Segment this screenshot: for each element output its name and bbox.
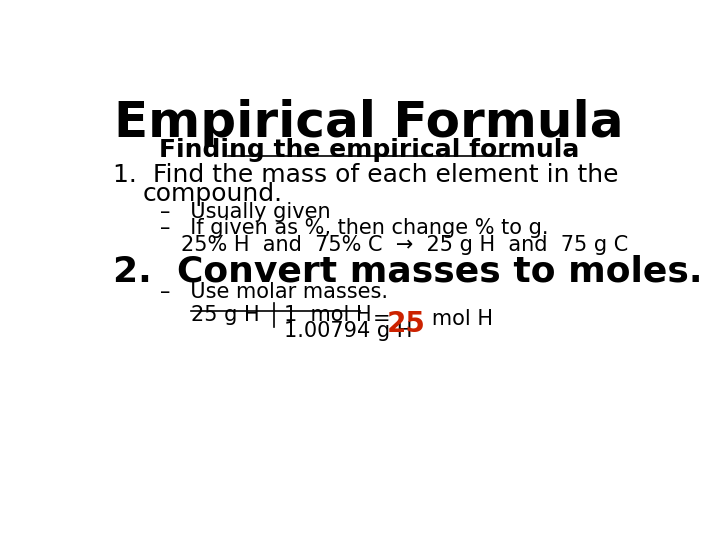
- Text: 1.00794 g H: 1.00794 g H: [284, 321, 412, 341]
- Text: Empirical Formula: Empirical Formula: [114, 99, 624, 147]
- Text: compound.: compound.: [143, 182, 283, 206]
- Text: 25% H  and  75% C  →  25 g H  and  75 g C: 25% H and 75% C → 25 g H and 75 g C: [181, 235, 629, 255]
- Text: Finding the empirical formula: Finding the empirical formula: [159, 138, 579, 162]
- Text: =: =: [373, 309, 390, 329]
- Text: –   Use molar masses.: – Use molar masses.: [160, 282, 388, 302]
- Text: 1  mol H: 1 mol H: [284, 305, 372, 325]
- Text: 1.  Find the mass of each element in the: 1. Find the mass of each element in the: [113, 163, 618, 187]
- Text: 2.  Convert masses to moles.: 2. Convert masses to moles.: [113, 255, 703, 289]
- Text: mol H: mol H: [412, 309, 492, 329]
- Text: 25 g H: 25 g H: [191, 305, 259, 325]
- Text: –   If given as %, then change % to g.: – If given as %, then change % to g.: [160, 218, 548, 238]
- Text: 25: 25: [387, 310, 426, 339]
- Text: –   Usually given: – Usually given: [160, 202, 330, 222]
